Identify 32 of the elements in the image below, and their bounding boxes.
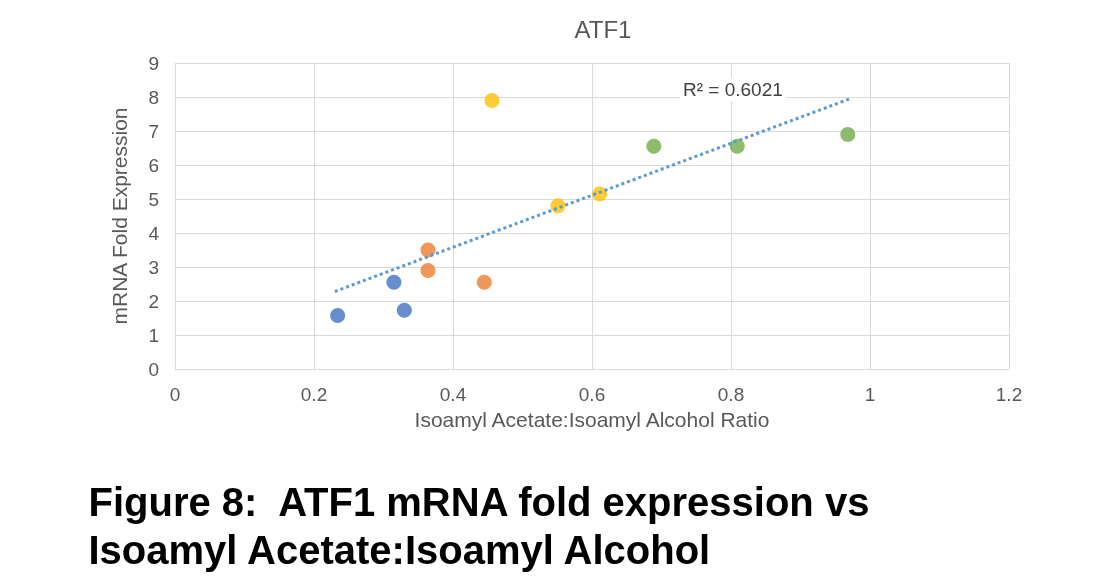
x-tick-label: 0: [169, 384, 181, 405]
y-tick-label: 0: [148, 358, 159, 380]
y-tick-label: 1: [148, 324, 159, 346]
point: [420, 242, 436, 258]
point: [420, 262, 436, 278]
point: [729, 138, 745, 154]
y-tick-label: 8: [148, 86, 159, 108]
caption: Figure 8: ATF1 mRNA fold expression vs Isoamyl Acetate:Isoamyl Alcohol: [88, 480, 881, 572]
x-tick-label: 1.2: [995, 384, 1023, 405]
x-tick-label: 0.4: [439, 384, 467, 405]
x-tick-label: 0.2: [300, 384, 328, 405]
y-tick-label: 6: [148, 154, 159, 176]
y-tick-label: 7: [148, 120, 159, 142]
annotation: R² = 0.6021: [683, 79, 783, 100]
point: [386, 274, 402, 290]
x-tick-label: 0.6: [578, 384, 606, 405]
y-tick-label: 9: [148, 52, 159, 74]
x-axis-title: Isoamyl Acetate:Isoamyl Alcohol Ratio: [414, 408, 770, 431]
y-tick-label: 5: [148, 188, 159, 210]
point: [396, 302, 412, 318]
point: [476, 274, 492, 290]
chart-title: ATF1: [574, 15, 632, 43]
x-tick-label: 1: [864, 384, 876, 405]
y-tick-label: 2: [148, 290, 159, 312]
x-tick-label: 0.8: [717, 384, 745, 405]
y-tick-label: 4: [148, 222, 160, 244]
y-tick-label: 3: [148, 256, 159, 278]
y-axis-title: mRNA Fold Expression: [108, 107, 131, 325]
point: [646, 138, 662, 154]
point: [484, 92, 500, 108]
point: [840, 126, 856, 142]
point: [330, 308, 346, 324]
